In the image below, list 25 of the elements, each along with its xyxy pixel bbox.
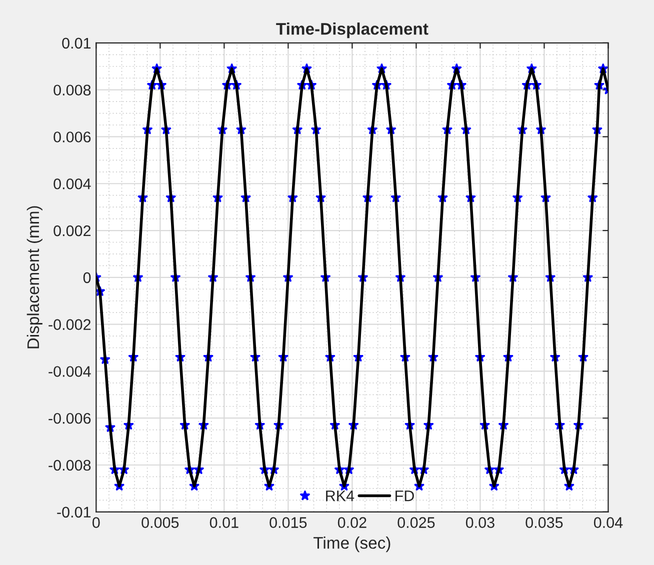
y-tick-label: 0.004: [54, 178, 91, 190]
y-tick-label: -0.006: [48, 412, 91, 424]
y-tick-label: 0.008: [54, 84, 91, 96]
y-tick-label: -0.008: [48, 460, 91, 471]
x-tick-label: 0.01: [210, 517, 238, 528]
x-tick-label: 0.04: [594, 517, 623, 528]
x-tick-label: 0.025: [398, 517, 435, 528]
x-axis-title: Time (sec): [314, 536, 390, 552]
x-tick-label: 0: [92, 517, 100, 528]
y-tick-label: -0.002: [48, 319, 91, 330]
chart-title: Time-Displacement: [276, 22, 428, 38]
x-tick-label: 0.02: [338, 517, 366, 528]
x-tick-label: 0.005: [142, 517, 179, 528]
x-tick-label: 0.035: [526, 517, 563, 528]
y-tick-label: -0.01: [57, 506, 91, 518]
y-tick-label: -0.004: [48, 366, 91, 377]
x-tick-label: 0.015: [270, 517, 307, 528]
y-tick-label: 0.01: [62, 38, 91, 49]
y-tick-label: 0.006: [54, 132, 91, 142]
y-tick-label: 0.002: [54, 225, 91, 236]
x-tick-label: 0.03: [466, 517, 494, 528]
y-axis-title: Displacement (mm): [26, 206, 42, 348]
legend-label: RK4: [326, 490, 354, 502]
y-tick-label: 0: [83, 272, 91, 284]
legend-label: FD: [396, 490, 414, 502]
